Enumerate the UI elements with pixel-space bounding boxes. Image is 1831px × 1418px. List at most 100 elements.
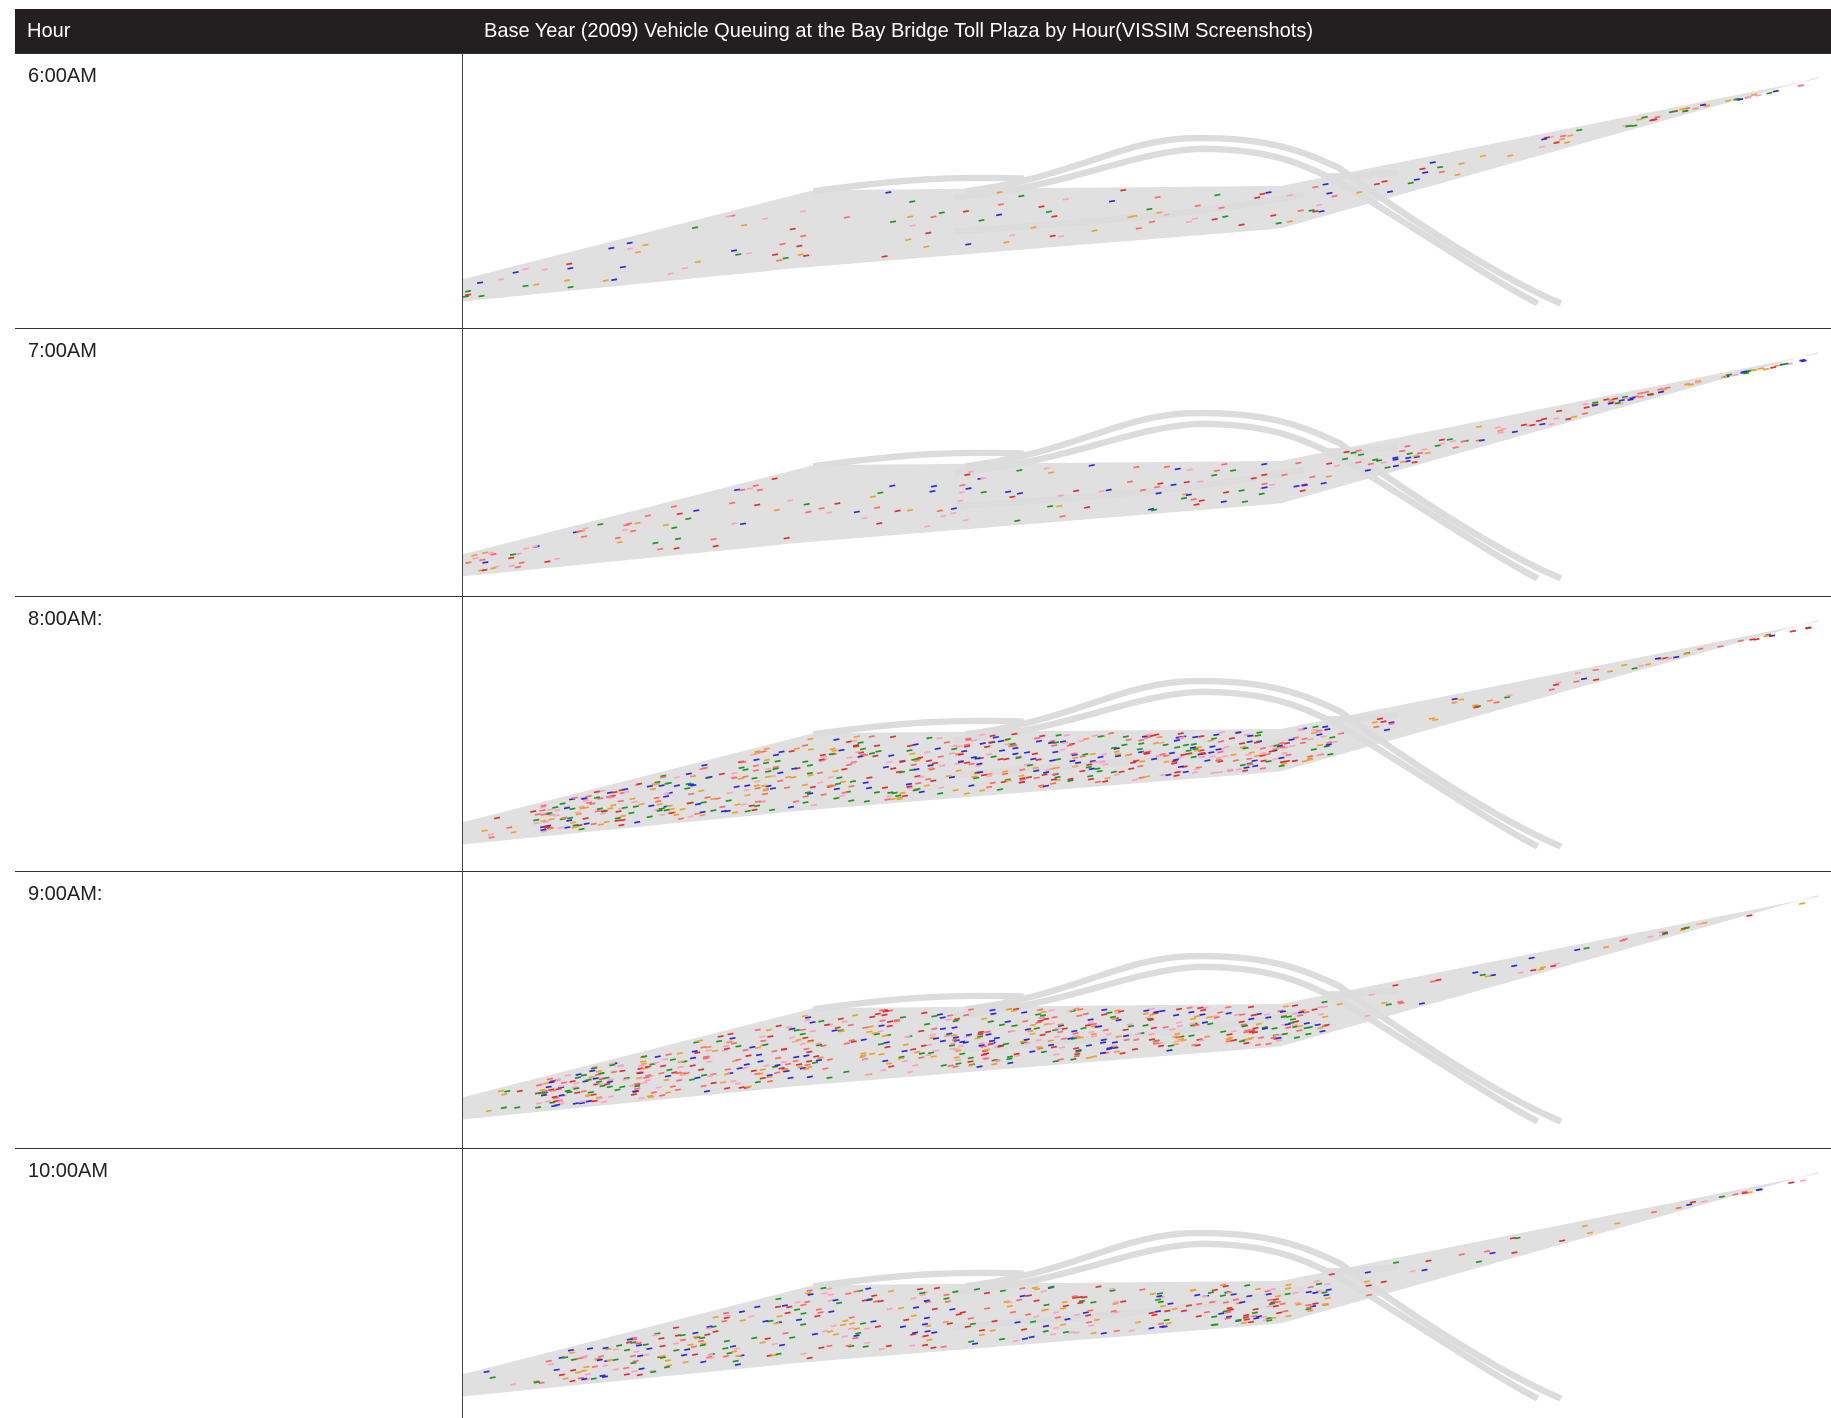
vehicle	[1158, 1301, 1164, 1302]
vehicle	[1031, 227, 1037, 228]
vehicle	[1769, 635, 1775, 636]
vehicle	[632, 801, 638, 802]
vehicle	[1167, 1303, 1173, 1304]
vehicle	[1261, 474, 1267, 475]
vehicle	[784, 538, 790, 539]
vehicle	[1043, 772, 1049, 773]
vehicle	[1050, 741, 1056, 742]
vehicle	[968, 1341, 974, 1342]
vehicle	[1651, 1212, 1657, 1213]
vehicle	[1244, 1319, 1250, 1320]
vehicle	[1211, 475, 1217, 476]
vehicle	[1242, 1026, 1248, 1027]
vehicle	[1006, 780, 1012, 781]
vehicle	[849, 786, 855, 787]
vehicle	[1186, 750, 1192, 751]
vehicle	[1226, 1316, 1232, 1317]
vehicle	[757, 489, 763, 490]
vehicle	[1007, 1062, 1013, 1063]
vehicle	[1211, 1316, 1217, 1317]
vehicle	[554, 815, 560, 816]
vehicle	[1253, 1309, 1259, 1310]
vehicle	[930, 1034, 936, 1035]
vehicle	[1014, 1054, 1020, 1055]
vehicle	[1160, 774, 1166, 775]
vehicle	[831, 1325, 837, 1326]
table-header: Hour Base Year (2009) Vehicle Queuing at…	[15, 9, 1831, 53]
vehicle	[523, 285, 529, 286]
vehicle	[1149, 1039, 1155, 1040]
vehicle	[949, 1048, 955, 1049]
vehicle	[743, 1050, 749, 1051]
vehicle	[765, 771, 771, 772]
vehicle	[843, 1071, 849, 1072]
vehicle	[1166, 1323, 1172, 1324]
vehicle	[598, 824, 604, 825]
vehicle	[1151, 758, 1157, 759]
vehicle	[793, 801, 799, 802]
vehicle	[1206, 1017, 1212, 1018]
vehicle	[800, 235, 806, 236]
vehicle	[1763, 636, 1769, 637]
vehicle	[1008, 746, 1014, 747]
vehicle	[757, 1073, 763, 1074]
vehicle	[1243, 1043, 1249, 1044]
vehicle	[924, 785, 930, 786]
vehicle	[964, 762, 970, 763]
vehicle	[876, 751, 882, 752]
vehicle	[969, 763, 975, 764]
vehicle	[807, 738, 813, 739]
vehicle	[800, 1043, 806, 1044]
vehicle	[1315, 1024, 1321, 1025]
vehicle	[1164, 466, 1170, 467]
vehicle	[919, 1053, 925, 1054]
vehicle	[886, 796, 892, 797]
vehicle	[1127, 481, 1133, 482]
vehicle	[584, 1366, 590, 1367]
vehicle	[1033, 1316, 1039, 1317]
vehicle	[735, 1046, 741, 1047]
vehicle	[1655, 658, 1661, 659]
vehicle	[1009, 496, 1015, 497]
vehicle	[1702, 922, 1708, 923]
vehicle	[1539, 146, 1545, 147]
vehicle	[634, 1083, 640, 1084]
table-row: 10:00AM	[15, 1148, 1831, 1418]
vehicle	[979, 1330, 985, 1331]
vehicle	[1281, 763, 1287, 764]
vehicle	[1098, 736, 1104, 737]
vehicle	[687, 1344, 693, 1345]
vehicle	[775, 1306, 781, 1307]
vehicle	[739, 1311, 745, 1312]
vehicle	[1476, 426, 1482, 427]
vehicle	[658, 1338, 664, 1339]
vehicle	[898, 1308, 904, 1309]
vehicle	[956, 770, 962, 771]
vehicle	[1757, 1189, 1763, 1190]
vehicle	[998, 741, 1004, 742]
vehicle	[1108, 733, 1114, 734]
vehicle	[724, 1048, 730, 1049]
vehicle	[1132, 779, 1138, 780]
vehicle	[1292, 760, 1298, 761]
vehicle	[1051, 779, 1057, 780]
vehicle	[1773, 91, 1779, 92]
hour-label: 8:00AM:	[28, 608, 102, 631]
vehicle	[740, 1320, 746, 1321]
vehicle	[634, 1088, 640, 1089]
vehicle	[1214, 1017, 1220, 1018]
vehicle	[1022, 1021, 1028, 1022]
vehicle	[864, 801, 870, 802]
vehicle	[1539, 424, 1545, 425]
vehicle	[1498, 430, 1504, 431]
vehicle	[913, 1307, 919, 1308]
vehicle	[1385, 467, 1391, 468]
vehicle	[966, 488, 972, 489]
vehicle	[955, 1050, 961, 1051]
vehicle	[1300, 490, 1306, 491]
vehicle	[954, 1057, 960, 1058]
vehicle	[932, 1308, 938, 1309]
vehicle	[872, 1033, 878, 1034]
vehicle	[1275, 1296, 1281, 1297]
vehicle	[1323, 1295, 1329, 1296]
